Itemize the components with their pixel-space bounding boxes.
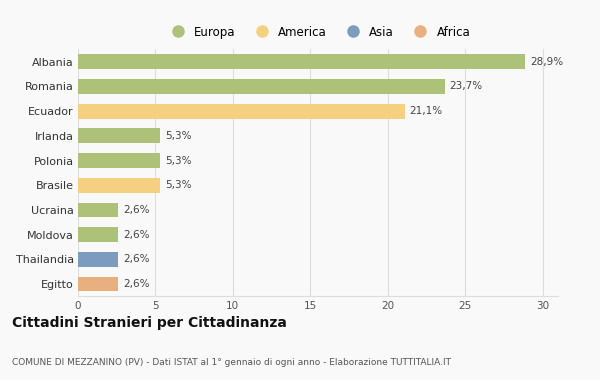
Text: Cittadini Stranieri per Cittadinanza: Cittadini Stranieri per Cittadinanza bbox=[12, 316, 287, 330]
Bar bbox=[78, 54, 526, 69]
Text: 21,1%: 21,1% bbox=[409, 106, 442, 116]
Bar bbox=[78, 277, 118, 291]
Text: 23,7%: 23,7% bbox=[449, 81, 483, 92]
Text: 5,3%: 5,3% bbox=[165, 180, 191, 190]
Text: 2,6%: 2,6% bbox=[123, 205, 149, 215]
Text: 5,3%: 5,3% bbox=[165, 155, 191, 166]
Text: COMUNE DI MEZZANINO (PV) - Dati ISTAT al 1° gennaio di ogni anno - Elaborazione : COMUNE DI MEZZANINO (PV) - Dati ISTAT al… bbox=[12, 358, 451, 367]
Text: 5,3%: 5,3% bbox=[165, 131, 191, 141]
Bar bbox=[78, 252, 118, 267]
Text: 28,9%: 28,9% bbox=[530, 57, 563, 67]
Bar bbox=[78, 203, 118, 217]
Bar bbox=[78, 128, 160, 143]
Bar bbox=[78, 178, 160, 193]
Bar bbox=[78, 79, 445, 94]
Text: 2,6%: 2,6% bbox=[123, 254, 149, 264]
Bar bbox=[78, 227, 118, 242]
Legend: Europa, America, Asia, Africa: Europa, America, Asia, Africa bbox=[166, 25, 470, 38]
Text: 2,6%: 2,6% bbox=[123, 230, 149, 240]
Text: 2,6%: 2,6% bbox=[123, 279, 149, 289]
Bar bbox=[78, 153, 160, 168]
Bar bbox=[78, 104, 405, 119]
